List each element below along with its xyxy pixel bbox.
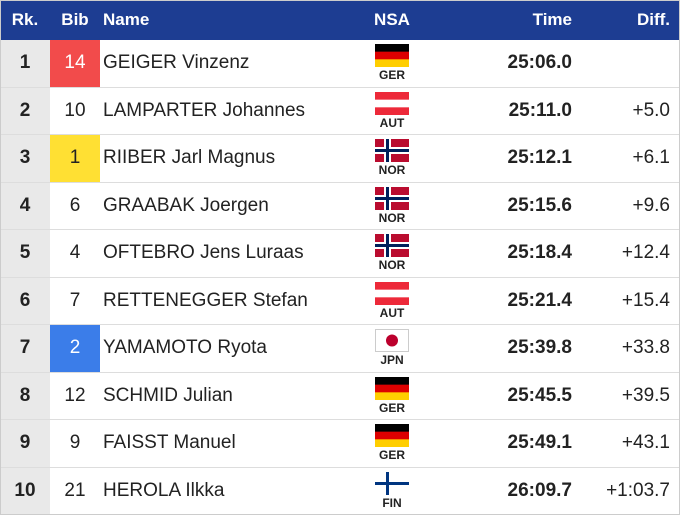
rank: 10 — [14, 479, 36, 501]
time: 25:11.0 — [508, 99, 572, 121]
rank: 9 — [19, 432, 31, 454]
nsa-code: NOR — [378, 163, 406, 177]
rank: 3 — [19, 147, 31, 169]
rank-bg — [0, 372, 50, 419]
nsa-code: JPN — [380, 353, 404, 367]
time: 25:18.4 — [507, 242, 572, 264]
column-header: Diff. — [636, 10, 670, 29]
athlete-name: GEIGER Vinzenz — [103, 52, 250, 74]
rank-bg — [0, 182, 50, 229]
rank-bg — [0, 135, 50, 182]
rank: 6 — [19, 289, 31, 311]
nsa-code: FIN — [382, 495, 402, 510]
row-separator — [0, 86, 680, 88]
rank-bg — [0, 40, 50, 87]
diff: +12.4 — [621, 242, 670, 264]
bib: 12 — [64, 384, 86, 406]
bib: 6 — [69, 194, 81, 216]
diff: +9.6 — [632, 194, 670, 216]
row-separator — [0, 229, 680, 230]
rank-bg — [0, 87, 50, 134]
rank-bg — [0, 467, 50, 514]
nsa-code: GER — [378, 448, 405, 462]
nsa-code: AUT — [379, 305, 405, 320]
bib: 10 — [64, 99, 86, 121]
rank-bg — [0, 420, 50, 467]
time: 25:21.4 — [507, 289, 572, 311]
nsa-code: NOR — [378, 258, 406, 272]
row-separator — [0, 276, 680, 278]
row-separator — [0, 324, 680, 325]
bib: 7 — [69, 289, 81, 311]
rank: 8 — [19, 384, 31, 406]
athlete-name: OFTEBRO Jens Luraas — [103, 242, 304, 264]
diff: +39.5 — [621, 384, 670, 406]
flag — [375, 424, 409, 447]
athlete-name: RETTENEGGER Stefan — [103, 289, 308, 311]
time: 25:39.8 — [507, 337, 572, 359]
athlete-name: HEROLA Ilkka — [103, 479, 225, 501]
flag — [375, 44, 409, 67]
bib: 9 — [69, 432, 81, 454]
time: 25:49.1 — [507, 432, 572, 454]
rank-bg — [0, 230, 50, 277]
row-separator — [0, 371, 680, 373]
nsa-code: AUT — [379, 115, 405, 130]
athlete-name: LAMPARTER Johannes — [103, 99, 306, 121]
nsa-code: GER — [378, 400, 405, 415]
bib: 2 — [50, 325, 100, 372]
flag — [375, 91, 409, 115]
header-bar — [0, 0, 680, 40]
flag — [375, 376, 409, 400]
bib: 1 — [50, 135, 100, 182]
bib: 14 — [50, 40, 100, 87]
rank: 7 — [19, 337, 31, 359]
nsa-code: NOR — [378, 210, 406, 225]
diff: +6.1 — [632, 147, 670, 169]
time: 25:06.0 — [507, 52, 572, 74]
flag — [375, 186, 409, 210]
row-separator — [0, 181, 680, 183]
athlete-name: YAMAMOTO Ryota — [103, 337, 267, 359]
athlete-name: FAISST Manuel — [103, 432, 236, 454]
diff: +33.8 — [621, 337, 670, 359]
time: 25:45.5 — [507, 384, 572, 406]
bib: 4 — [69, 242, 81, 264]
time: 25:15.6 — [507, 194, 572, 216]
rank: 1 — [19, 52, 31, 74]
diff: +5.0 — [632, 99, 670, 121]
flag — [375, 471, 409, 495]
flag — [375, 234, 409, 257]
time: 26:09.7 — [507, 479, 572, 501]
athlete-name: RIIBER Jarl Magnus — [103, 147, 276, 169]
row-separator — [0, 134, 680, 135]
row-separator — [0, 419, 680, 420]
flag — [375, 329, 409, 352]
flag — [375, 281, 409, 305]
column-header: Rk. — [11, 10, 39, 29]
column-header: Time — [532, 10, 572, 29]
rank-bg — [0, 325, 50, 372]
diff: +15.4 — [621, 289, 670, 311]
rank-bg — [0, 277, 50, 324]
column-header: Name — [103, 10, 150, 29]
diff: +1:03.7 — [606, 479, 670, 501]
flag — [375, 139, 409, 162]
row-separator — [0, 466, 680, 468]
rank: 2 — [19, 99, 31, 121]
athlete-name: SCHMID Julian — [103, 384, 233, 406]
bib: 21 — [64, 479, 86, 501]
nsa-code: GER — [378, 68, 405, 82]
rank: 4 — [19, 194, 31, 216]
rank: 5 — [19, 242, 31, 264]
athlete-name: GRAABAK Joergen — [103, 194, 269, 216]
diff: +43.1 — [621, 432, 670, 454]
column-header: NSA — [374, 10, 410, 29]
column-header: Bib — [61, 10, 89, 29]
time: 25:12.1 — [507, 147, 572, 169]
